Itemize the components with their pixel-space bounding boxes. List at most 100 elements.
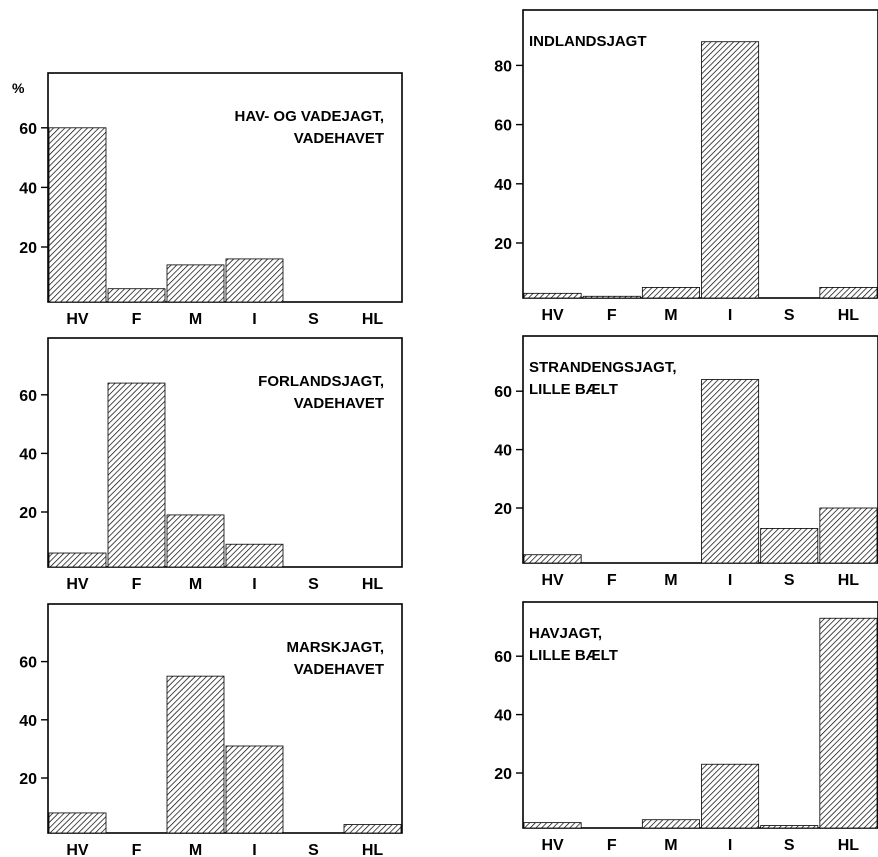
bar-m bbox=[641, 819, 700, 829]
y-tick-label: 60 bbox=[19, 121, 37, 138]
bar-hv bbox=[48, 812, 107, 834]
x-tick-label: HL bbox=[838, 307, 860, 324]
bar-i bbox=[701, 763, 760, 829]
x-tick-label: F bbox=[607, 572, 617, 589]
panel-4: 20 40 60 HV F M I S HL STRANDENGSJAGT, LILLE BÆLT bbox=[494, 335, 878, 589]
x-tick-label: F bbox=[132, 311, 142, 328]
panel-title: LILLE BÆLT bbox=[529, 381, 618, 398]
panel-title: HAV- OG VADEJAGT, bbox=[235, 108, 384, 125]
panel-title: STRANDENGSJAGT, bbox=[529, 359, 677, 376]
bar-m bbox=[166, 514, 225, 568]
x-tick-label: S bbox=[308, 311, 319, 328]
bar-i bbox=[225, 745, 284, 834]
y-tick-label: 40 bbox=[19, 180, 37, 197]
bar-hv bbox=[48, 127, 107, 303]
y-tick-label: 40 bbox=[494, 708, 512, 725]
x-tick-label: S bbox=[784, 572, 795, 589]
plot-frame bbox=[47, 337, 403, 568]
x-tick-label: M bbox=[189, 311, 202, 328]
bar-hv bbox=[523, 822, 582, 829]
y-tick-label: 40 bbox=[19, 713, 37, 730]
bar-m bbox=[166, 675, 225, 834]
y-tick-label: 20 bbox=[19, 771, 37, 788]
bar-i bbox=[701, 379, 760, 564]
y-tick-label: 80 bbox=[494, 58, 512, 75]
panel-3: 20 40 60 HV F M I S HL FORLANDSJAGT, VADEHAVET bbox=[19, 337, 403, 593]
y-tick-label: 20 bbox=[19, 505, 37, 522]
bar-s bbox=[760, 528, 819, 564]
y-tick-label: 40 bbox=[494, 443, 512, 460]
panel-title: MARSKJAGT, bbox=[286, 639, 384, 656]
x-tick-label: HV bbox=[66, 311, 89, 328]
x-tick-label: HL bbox=[838, 837, 860, 854]
x-tick-label: S bbox=[308, 842, 319, 857]
y-unit-label: % bbox=[12, 80, 25, 96]
bar-hl bbox=[819, 286, 878, 299]
panel-title: FORLANDSJAGT, bbox=[258, 373, 384, 390]
bar-hl bbox=[343, 824, 402, 834]
bar-hl bbox=[819, 617, 878, 829]
bar-s bbox=[760, 825, 819, 829]
x-tick-label: I bbox=[728, 307, 732, 324]
x-tick-label: HL bbox=[362, 842, 384, 857]
x-tick-label: M bbox=[664, 572, 677, 589]
panel-title: VADEHAVET bbox=[294, 130, 384, 147]
bar-hv bbox=[523, 554, 582, 564]
y-tick-label: 20 bbox=[494, 766, 512, 783]
x-tick-label: HL bbox=[362, 576, 384, 593]
x-tick-label: M bbox=[189, 842, 202, 857]
y-tick-label: 40 bbox=[19, 446, 37, 463]
bar-f bbox=[107, 288, 166, 303]
y-tick-label: 20 bbox=[494, 236, 512, 253]
panel-title: INDLANDSJAGT bbox=[529, 33, 647, 50]
bar-hv bbox=[48, 552, 107, 568]
bar-m bbox=[166, 264, 225, 303]
x-tick-label: HV bbox=[541, 837, 564, 854]
x-tick-label: I bbox=[252, 311, 256, 328]
panel-2: 20 40 60 80 HV F M I S HL INDLANDSJAGT bbox=[494, 9, 878, 324]
x-tick-label: M bbox=[664, 307, 677, 324]
y-tick-label: 40 bbox=[494, 177, 512, 194]
x-tick-label: S bbox=[784, 837, 795, 854]
bar-i bbox=[225, 543, 284, 568]
panel-title: HAVJAGT, bbox=[529, 625, 602, 642]
y-tick-label: 60 bbox=[19, 388, 37, 405]
x-tick-label: HV bbox=[66, 576, 89, 593]
x-tick-label: HL bbox=[362, 311, 384, 328]
panel-1: 20 40 60 HV F M I S HL HAV- OG VADEJAGT, VADEHAVET bbox=[19, 72, 403, 328]
panel-title: VADEHAVET bbox=[294, 395, 384, 412]
y-tick-label: 60 bbox=[494, 118, 512, 135]
x-tick-label: I bbox=[728, 837, 732, 854]
x-tick-label: I bbox=[728, 572, 732, 589]
panel-title: VADEHAVET bbox=[294, 661, 384, 678]
x-tick-label: M bbox=[664, 837, 677, 854]
y-tick-label: 60 bbox=[494, 384, 512, 401]
bar-i bbox=[225, 258, 284, 303]
x-tick-label: HL bbox=[838, 572, 860, 589]
x-tick-label: HV bbox=[541, 572, 564, 589]
bar-hl bbox=[819, 507, 878, 564]
bar-hv bbox=[523, 292, 582, 299]
bar-i bbox=[701, 41, 760, 299]
plot-frame bbox=[47, 603, 403, 834]
bar-f bbox=[107, 382, 166, 568]
x-tick-label: F bbox=[132, 576, 142, 593]
panel-6: 20 40 60 HV F M I S HL HAVJAGT, LILLE BÆLT bbox=[494, 601, 878, 854]
y-tick-label: 20 bbox=[19, 240, 37, 257]
panel-title: LILLE BÆLT bbox=[529, 647, 618, 664]
y-tick-label: 20 bbox=[494, 501, 512, 518]
bar-m bbox=[641, 286, 700, 299]
x-tick-label: F bbox=[132, 842, 142, 857]
x-tick-label: F bbox=[607, 837, 617, 854]
x-tick-label: S bbox=[308, 576, 319, 593]
y-tick-label: 60 bbox=[494, 649, 512, 666]
x-tick-label: HV bbox=[541, 307, 564, 324]
plot-frame bbox=[522, 9, 878, 299]
x-tick-label: F bbox=[607, 307, 617, 324]
x-tick-label: I bbox=[252, 576, 256, 593]
x-tick-label: HV bbox=[66, 842, 89, 857]
x-tick-label: S bbox=[784, 307, 795, 324]
panel-5: 20 40 60 HV F M I S HL MARSKJAGT, VADEHAVET bbox=[19, 603, 403, 857]
bar-f bbox=[582, 295, 641, 299]
